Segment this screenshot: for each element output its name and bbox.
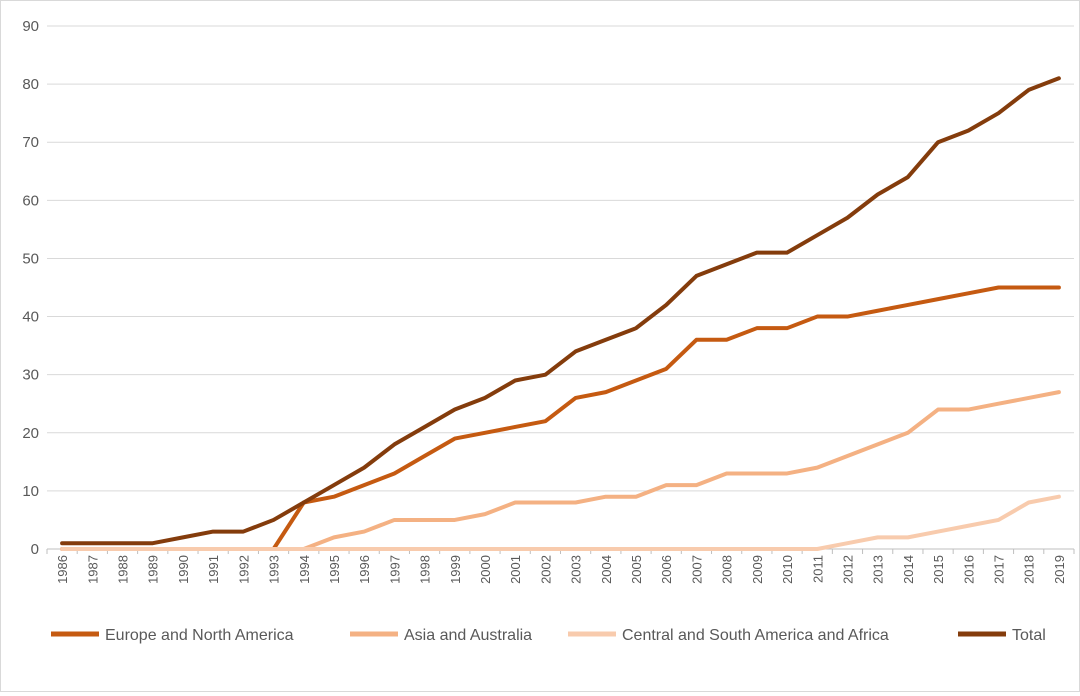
legend-label: Central and South America and Africa [622, 627, 889, 644]
series-line-2 [60, 390, 1061, 551]
x-tick-label: 1993 [267, 555, 282, 584]
legend-item: Central and South America and Africa [568, 627, 889, 644]
x-tick-label: 2017 [991, 555, 1006, 584]
x-tick-label: 2006 [659, 555, 674, 584]
y-tick-label: 40 [22, 309, 39, 326]
legend-label: Europe and North America [105, 627, 294, 644]
y-tick-label: 50 [22, 250, 39, 267]
x-tick-label: 2002 [538, 555, 553, 584]
series-lines [60, 76, 1061, 551]
legend-label: Total [1012, 627, 1046, 644]
x-tick-label: 2012 [840, 555, 855, 584]
legend-label: Asia and Australia [404, 627, 532, 644]
x-tick-label: 1988 [116, 555, 131, 584]
y-tick-label: 10 [22, 483, 39, 500]
y-axis-ticks: 0 10 20 30 40 50 60 70 80 90 [22, 18, 39, 558]
x-tick-label: 1997 [387, 555, 402, 584]
x-tick-label: 2003 [569, 555, 584, 584]
x-tick-label: 2004 [599, 555, 614, 584]
series-line-3 [60, 494, 1061, 551]
legend-item: Europe and North America [51, 627, 294, 644]
x-tick-label: 2015 [931, 555, 946, 584]
y-tick-label: 30 [22, 367, 39, 384]
x-tick-label: 1987 [85, 555, 100, 584]
x-tick-label: 1986 [55, 555, 70, 584]
series-line-4 [60, 76, 1061, 546]
x-tick-label: 2000 [478, 555, 493, 584]
x-tick-label: 1994 [297, 555, 312, 584]
x-tick-label: 2011 [810, 555, 825, 583]
x-tick-label: 1998 [418, 555, 433, 584]
x-tick-label: 2005 [629, 555, 644, 584]
y-tick-label: 70 [22, 134, 39, 151]
x-tick-label: 1995 [327, 555, 342, 584]
x-tick-label: 1999 [448, 555, 463, 584]
legend-item: Asia and Australia [350, 627, 532, 644]
x-tick-label: 1990 [176, 555, 191, 584]
legend: Europe and North America Asia and Austral… [51, 627, 1046, 644]
x-tick-label: 2014 [901, 555, 916, 584]
x-tick-label: 1991 [206, 555, 221, 584]
y-tick-label: 60 [22, 192, 39, 209]
x-tick-label: 2009 [750, 555, 765, 584]
x-tick-label: 2016 [961, 555, 976, 584]
x-tick-label: 2001 [508, 555, 523, 584]
y-tick-label: 80 [22, 76, 39, 93]
y-tick-label: 0 [31, 541, 39, 558]
x-tick-label: 2008 [720, 555, 735, 584]
series-line-1 [60, 285, 1061, 551]
x-tick-label: 1996 [357, 555, 372, 584]
x-tick-label: 2018 [1022, 555, 1037, 584]
x-tick-label: 2019 [1052, 555, 1067, 584]
x-tick-label: 1992 [236, 555, 251, 584]
x-tick-label: 2010 [780, 555, 795, 584]
x-tick-label: 2007 [689, 555, 704, 584]
y-tick-label: 20 [22, 425, 39, 442]
x-tick-label: 1989 [146, 555, 161, 584]
legend-item: Total [958, 627, 1046, 644]
x-axis-ticks: 1986 1987 1988 1989 1990 1991 1992 1993 1994 1995… [46, 549, 1075, 584]
gridlines [47, 25, 1074, 550]
y-tick-label: 90 [22, 18, 39, 35]
x-tick-label: 2013 [871, 555, 886, 584]
